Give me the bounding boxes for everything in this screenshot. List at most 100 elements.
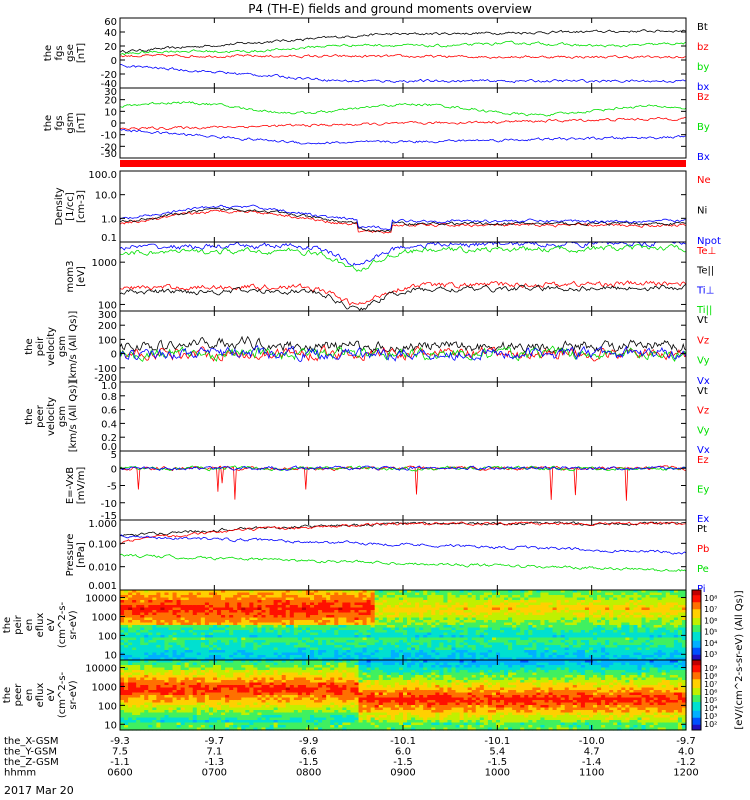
spec-cell — [176, 705, 182, 709]
spec-cell — [305, 632, 311, 636]
spec-cell — [411, 635, 416, 639]
spec-cell — [241, 607, 246, 611]
spec-cell — [188, 630, 194, 634]
spec-cell — [415, 652, 420, 656]
spec-cell — [487, 600, 493, 604]
spec-cell — [443, 605, 449, 609]
spec-cell — [245, 610, 250, 614]
spec-cell — [580, 645, 586, 649]
spec-cell — [398, 605, 404, 609]
spec-cell — [176, 692, 182, 696]
spec-cell — [435, 602, 440, 606]
spec-cell — [229, 595, 234, 599]
spec-cell — [184, 700, 190, 704]
spec-cell — [451, 602, 457, 606]
spec-cell — [528, 607, 533, 611]
spec-cell — [495, 622, 501, 626]
spec-cell — [576, 607, 582, 611]
spec-cell — [281, 612, 287, 616]
spec-cell — [597, 627, 602, 631]
spec-cell — [184, 607, 190, 611]
ylabel-line: [1/cc] — [65, 192, 76, 221]
spec-cell — [524, 657, 529, 661]
spec-cell — [160, 590, 166, 594]
spec-cell — [289, 602, 295, 606]
spec-cell — [136, 702, 141, 706]
spec-cell — [593, 650, 598, 654]
spec-cell — [172, 602, 178, 606]
spec-cell — [669, 652, 675, 656]
legend-entry: Ti⊥ — [696, 285, 714, 296]
spec-cell — [463, 597, 469, 601]
spec-cell — [633, 595, 639, 599]
spec-cell — [605, 630, 610, 634]
ylabel-line: gse — [65, 44, 76, 62]
spec-cell — [314, 622, 319, 626]
spec-cell — [342, 647, 347, 651]
spec-cell — [152, 667, 157, 671]
spec-cell — [176, 672, 182, 676]
spec-cell — [172, 715, 178, 719]
spec-cell — [196, 675, 202, 679]
spec-cell — [124, 687, 129, 691]
spec-cell — [208, 592, 214, 596]
spec-cell — [459, 607, 465, 611]
spec-cell — [148, 667, 153, 671]
spec-cell — [403, 615, 408, 619]
spec-cell — [229, 615, 234, 619]
spec-cell — [253, 642, 259, 646]
spec-cell — [625, 622, 630, 626]
spec-cell — [338, 615, 343, 619]
spec-cell — [128, 647, 133, 651]
spec-cell — [673, 637, 679, 641]
spec-cell — [633, 637, 639, 641]
spec-cell — [322, 610, 327, 614]
spec-cell — [544, 615, 550, 619]
spec-cell — [152, 707, 157, 711]
spec-cell — [641, 602, 647, 606]
spec-cell — [560, 592, 566, 596]
spec-cell — [435, 605, 440, 609]
spec-cell — [338, 640, 343, 644]
spec-cell — [520, 620, 525, 624]
spec-cell — [370, 655, 376, 659]
spec-cell — [180, 690, 186, 694]
spec-cell — [188, 667, 194, 671]
spec-cell — [463, 647, 469, 651]
spec-cell — [200, 627, 206, 631]
spec-cell — [572, 602, 578, 606]
spec-cell — [245, 652, 250, 656]
spec-cell — [281, 600, 287, 604]
spec-cell — [495, 635, 501, 639]
spec-cell — [229, 647, 234, 651]
spec-cell — [225, 650, 230, 654]
spec-cell — [657, 620, 663, 624]
spec-cell — [293, 605, 299, 609]
spec-cell — [168, 702, 174, 706]
spec-cell — [580, 617, 586, 621]
spec-cell — [132, 600, 137, 604]
spec-cell — [212, 600, 218, 604]
spec-cell — [289, 652, 295, 656]
spec-cell — [168, 697, 174, 701]
ylabel-line: fgs — [54, 115, 65, 130]
spec-cell — [148, 717, 153, 721]
spec-cell — [241, 630, 246, 634]
spec-cell — [467, 615, 473, 619]
spec-cell — [378, 642, 384, 646]
spec-cell — [208, 632, 214, 636]
spec-cell — [301, 622, 307, 626]
spec-cell — [455, 625, 461, 629]
spec-cell — [362, 622, 368, 626]
spec-cell — [237, 632, 242, 636]
spec-cell — [277, 625, 283, 629]
spec-cell — [305, 622, 311, 626]
spec-cell — [617, 657, 622, 661]
spec-cell — [245, 600, 250, 604]
spec-cell — [471, 637, 477, 641]
spec-cell — [677, 605, 683, 609]
spec-cell — [588, 595, 594, 599]
spec-cell — [148, 610, 153, 614]
spec-cell — [124, 685, 129, 689]
spec-cell — [281, 625, 287, 629]
